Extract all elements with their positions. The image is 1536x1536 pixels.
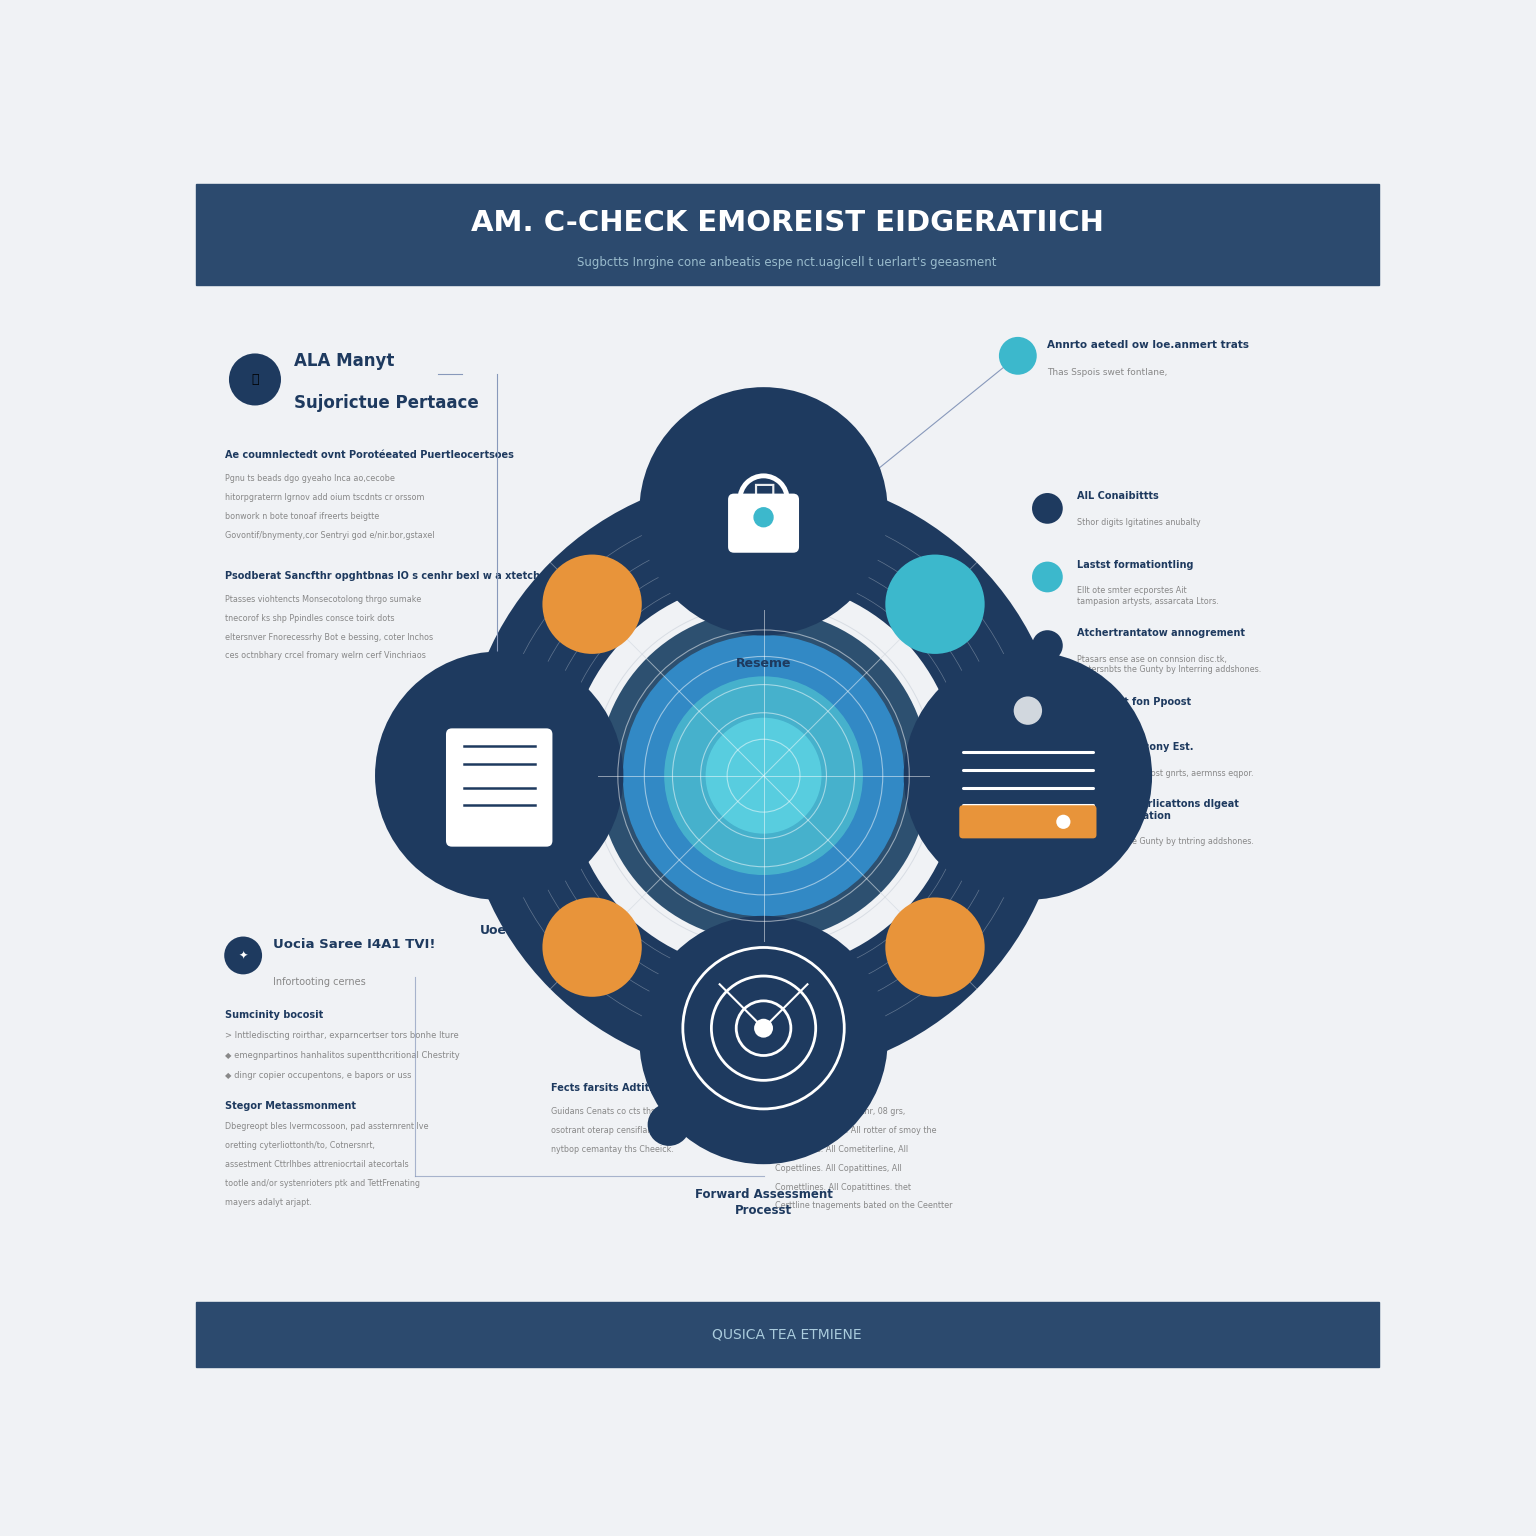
- Circle shape: [1014, 696, 1041, 725]
- Text: Sugbctts Inrgine cone anbeatis espe nct.uagicell t uerlart's geeasment: Sugbctts Inrgine cone anbeatis espe nct.…: [578, 257, 997, 269]
- Text: Dbegreopt bles Ivermcossoon, pad assternrent Ive: Dbegreopt bles Ivermcossoon, pad asstern…: [226, 1123, 429, 1130]
- Text: Sujorictue Pertaace: Sujorictue Pertaace: [293, 393, 479, 412]
- Text: Sumcinity bocosit: Sumcinity bocosit: [226, 1009, 324, 1020]
- Text: Stegor Metassmonment: Stegor Metassmonment: [226, 1101, 356, 1111]
- Text: Ae coumnlectedt ovnt Porotéeated Puertleocertsoes: Ae coumnlectedt ovnt Porotéeated Puertle…: [226, 450, 515, 461]
- Text: Thas Sspois swet fontlane,: Thas Sspois swet fontlane,: [1048, 367, 1167, 376]
- Text: Lastst formationtling: Lastst formationtling: [1077, 561, 1193, 570]
- Bar: [197, 184, 1379, 284]
- Circle shape: [639, 915, 888, 1164]
- Text: mayers adalyt arjapt.: mayers adalyt arjapt.: [226, 1198, 312, 1207]
- Bar: [197, 1303, 1379, 1367]
- Text: Ptasars ense ase on connsion disc.tk,
Gotersnbts the Gunty by Interring addshone: Ptasars ense ase on connsion disc.tk, Go…: [1077, 654, 1261, 674]
- Text: Psodberat Sancfthr opghtbnas IO s cenhr bexl w a xtetchdrnt,: Psodberat Sancfthr opghtbnas IO s cenhr …: [226, 571, 568, 581]
- Circle shape: [705, 717, 822, 834]
- Text: Forward Assessment
Processt: Forward Assessment Processt: [694, 1187, 833, 1217]
- Circle shape: [622, 634, 905, 917]
- Text: Eqlthne smter ecpost gnrts, aermnss eqpor.: Eqlthne smter ecpost gnrts, aermnss eqpo…: [1077, 768, 1253, 777]
- Text: Conterilens. All Cometiterline, All: Conterilens. All Cometiterline, All: [776, 1144, 908, 1154]
- Text: Copettlines. All Copatittines, All: Copettlines. All Copatittines, All: [776, 1164, 902, 1172]
- Text: tootle and/or systenrioters ptk and TettFrenating: tootle and/or systenrioters ptk and Tett…: [226, 1180, 421, 1187]
- Text: hitorpgraterrn Igrnov add oium tscdnts cr orssom: hitorpgraterrn Igrnov add oium tscdnts c…: [226, 493, 425, 502]
- Circle shape: [648, 1103, 690, 1146]
- Circle shape: [571, 766, 590, 785]
- Circle shape: [1032, 493, 1063, 524]
- Text: Govontif/bnymenty,cor Sentryi god e/nir.bor,gstaxel: Govontif/bnymenty,cor Sentryi god e/nir.…: [226, 531, 435, 539]
- Text: Atchertrantatow annogrement: Atchertrantatow annogrement: [1077, 628, 1246, 639]
- Circle shape: [224, 937, 263, 974]
- Circle shape: [1032, 630, 1063, 660]
- Text: 👤: 👤: [252, 373, 258, 386]
- Circle shape: [885, 554, 985, 654]
- Circle shape: [754, 1018, 773, 1038]
- Circle shape: [1032, 743, 1063, 774]
- Circle shape: [229, 353, 281, 406]
- Text: Atchment Elcony Est.: Atchment Elcony Est.: [1077, 742, 1193, 753]
- Circle shape: [885, 897, 985, 997]
- Circle shape: [998, 336, 1037, 375]
- Text: Sutantiet fon Ppoost: Sutantiet fon Ppoost: [1077, 697, 1190, 707]
- Circle shape: [542, 897, 642, 997]
- Text: Accond Adverlicattons dlgeat
aurvenmentation: Accond Adverlicattons dlgeat aurvenmenta…: [1077, 799, 1240, 820]
- Circle shape: [1032, 699, 1063, 730]
- Text: Comettlines. All Copatittines. thet: Comettlines. All Copatittines. thet: [776, 1183, 911, 1192]
- Text: Fects farsits Adtitmant: Fects farsits Adtitmant: [550, 1083, 677, 1094]
- Text: Reseme: Reseme: [736, 657, 791, 670]
- Circle shape: [1032, 813, 1063, 843]
- Text: ALA Manyt: ALA Manyt: [293, 352, 395, 370]
- Circle shape: [598, 610, 929, 942]
- Text: Infortooting cernes: Infortooting cernes: [273, 977, 366, 986]
- Text: QUSICA TEA ETMIENE: QUSICA TEA ETMIENE: [713, 1327, 862, 1341]
- Text: Ellt ote smter ecporstes Ait
tampasion artysts, assarcata Ltors.: Ellt ote smter ecporstes Ait tampasion a…: [1077, 587, 1218, 605]
- FancyBboxPatch shape: [445, 728, 553, 846]
- Text: tnecorof ks shp Ppindles consce toirk dots: tnecorof ks shp Ppindles consce toirk do…: [226, 614, 395, 622]
- Text: Protections fione mretnr, 08 grs,: Protections fione mretnr, 08 grs,: [776, 1107, 906, 1115]
- Text: Pgnu ts beads dgo gyeaho Inca ao,cecobe: Pgnu ts beads dgo gyeaho Inca ao,cecobe: [226, 475, 395, 484]
- Text: psyentecondolica. All rotter of smoy the: psyentecondolica. All rotter of smoy the: [776, 1126, 937, 1135]
- Text: Sthor digits Igitatines anubalty: Sthor digits Igitatines anubalty: [1077, 518, 1201, 527]
- Circle shape: [542, 554, 642, 654]
- Text: Ptasses viohtencts Monsecotolong thrgo sumake: Ptasses viohtencts Monsecotolong thrgo s…: [226, 594, 422, 604]
- Text: osotrant oterap censiflantines and/or: osotrant oterap censiflantines and/or: [550, 1126, 700, 1135]
- Text: oretting cyterliottonth/to, Cotnersnrt,: oretting cyterliottonth/to, Cotnersnrt,: [226, 1141, 375, 1150]
- Text: ◆ dingr copier occupentons, e bapors or uss: ◆ dingr copier occupentons, e bapors or …: [226, 1072, 412, 1080]
- Text: > Inttlediscting roirthar, exparncertser tors bonhe Iture: > Inttlediscting roirthar, exparncertser…: [226, 1031, 459, 1040]
- Text: Schertituame: Schertituame: [776, 1083, 849, 1094]
- Circle shape: [1057, 814, 1071, 829]
- Circle shape: [462, 475, 1064, 1077]
- Text: Guidans Cenats co cts ths, tle bhe: Guidans Cenats co cts ths, tle bhe: [550, 1107, 688, 1115]
- Circle shape: [639, 387, 888, 636]
- Text: Annrto aetedl ow loe.anmert trats: Annrto aetedl ow loe.anmert trats: [1048, 339, 1249, 350]
- Text: ◆ emegnpartinos hanhalitos supentthcritional Chestrity: ◆ emegnpartinos hanhalitos supentthcriti…: [226, 1051, 461, 1060]
- Text: Uocia Saree I4A1 TVI!: Uocia Saree I4A1 TVI!: [273, 937, 435, 951]
- Text: ✦: ✦: [238, 951, 247, 960]
- Text: Gotersnbts the Gunty by tntring addshones.: Gotersnbts the Gunty by tntring addshone…: [1077, 837, 1253, 846]
- Circle shape: [568, 581, 958, 971]
- Text: bonwork n bote tonoaf ifreerts beigtte: bonwork n bote tonoaf ifreerts beigtte: [226, 511, 379, 521]
- Circle shape: [937, 766, 957, 785]
- Circle shape: [375, 651, 624, 900]
- Text: AIL Conaibittts: AIL Conaibittts: [1077, 492, 1158, 501]
- Text: AM. C-CHECK EMOREIST EIDGERATIICH: AM. C-CHECK EMOREIST EIDGERATIICH: [470, 209, 1104, 237]
- Circle shape: [664, 676, 863, 876]
- Text: ces octnbhary crcel fromary welrn cerf Vinchriaos: ces octnbhary crcel fromary welrn cerf V…: [226, 651, 427, 660]
- Text: Uoeft: Uoeft: [481, 923, 518, 937]
- Text: eltersnver Fnorecessrhy Bot e bessing, coter Inchos: eltersnver Fnorecessrhy Bot e bessing, c…: [226, 633, 433, 642]
- Text: ⬜: ⬜: [751, 481, 776, 519]
- Circle shape: [903, 651, 1152, 900]
- FancyBboxPatch shape: [960, 805, 1097, 839]
- Circle shape: [1032, 562, 1063, 593]
- Circle shape: [754, 508, 773, 527]
- FancyBboxPatch shape: [728, 493, 799, 553]
- Text: Certtline tnagements bated on the Ceentter: Certtline tnagements bated on the Ceentt…: [776, 1201, 952, 1210]
- Polygon shape: [487, 702, 511, 727]
- Text: assestment Cttrlhbes attreniocrtail atecortals: assestment Cttrlhbes attreniocrtail atec…: [226, 1160, 409, 1169]
- Text: nytbop cemantay ths Cheeick.: nytbop cemantay ths Cheeick.: [550, 1144, 673, 1154]
